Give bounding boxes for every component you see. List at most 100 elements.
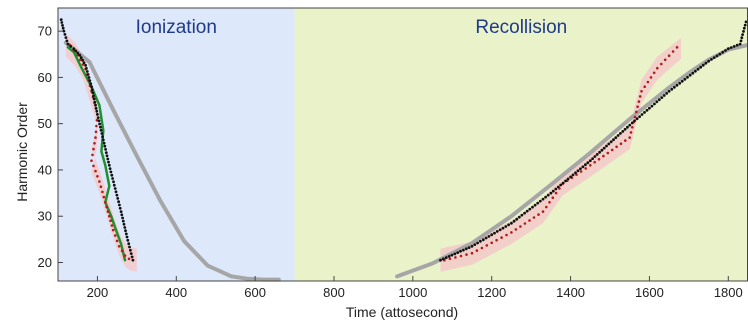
series-point <box>729 46 733 49</box>
series-point <box>671 50 675 53</box>
series-point <box>65 39 69 43</box>
series-point <box>710 58 713 61</box>
series-point <box>94 106 98 110</box>
series-point <box>732 45 736 48</box>
series-point <box>113 234 117 237</box>
series-point <box>79 56 83 60</box>
series-point <box>112 180 115 184</box>
series-point <box>519 225 522 228</box>
x-axis-label: Time (attosecond) <box>346 304 458 320</box>
series-point <box>118 206 122 210</box>
series-point <box>101 190 104 194</box>
series-point <box>101 138 105 142</box>
series-point <box>87 76 91 79</box>
series-point <box>614 136 618 140</box>
series-point <box>525 209 529 213</box>
series-point <box>459 254 463 258</box>
series-point <box>554 187 558 191</box>
series-point <box>61 26 65 30</box>
series-point <box>495 230 499 233</box>
series-point <box>663 58 667 62</box>
series-point <box>643 85 646 88</box>
series-line <box>66 46 127 262</box>
series-point <box>484 236 488 240</box>
series-point <box>683 77 687 81</box>
series-point <box>541 197 545 201</box>
series-6-black-dotted <box>439 20 748 262</box>
series-point <box>131 258 135 262</box>
series-point <box>699 65 703 69</box>
series-point <box>98 122 101 126</box>
y-tick-label: 60 <box>38 70 52 85</box>
series-point <box>667 54 671 57</box>
series-point <box>569 175 572 179</box>
series-point <box>739 39 743 43</box>
series-point <box>544 195 547 199</box>
series-point <box>105 205 108 209</box>
series-point <box>564 179 567 183</box>
series-point <box>721 50 725 54</box>
series-point <box>591 157 594 161</box>
series-point <box>675 83 679 87</box>
series-point <box>584 163 587 167</box>
series-point <box>571 173 575 177</box>
series-point <box>108 167 112 171</box>
series-point <box>130 255 134 259</box>
series-layer <box>59 18 748 282</box>
series-point <box>740 36 744 40</box>
series-point <box>643 111 646 114</box>
series-point <box>487 235 491 238</box>
series-point <box>602 146 606 150</box>
series-point <box>626 125 629 129</box>
series-point <box>96 116 100 119</box>
series-point <box>95 109 99 113</box>
x-tick-label: 1400 <box>556 285 585 300</box>
series-point <box>473 243 477 247</box>
y-tick-label: 20 <box>38 255 52 270</box>
series-point <box>124 232 128 236</box>
y-tick-label: 40 <box>38 162 52 177</box>
series-point <box>646 80 650 84</box>
series-point <box>510 221 513 225</box>
series-point <box>456 251 460 255</box>
series-point <box>110 224 114 227</box>
series-point <box>459 249 462 253</box>
series-point <box>85 70 89 73</box>
series-point <box>595 153 599 156</box>
series-point <box>95 124 98 128</box>
series-point <box>81 58 84 62</box>
series-point <box>117 245 121 248</box>
x-tick-label: 1600 <box>635 285 664 300</box>
series-point <box>66 42 70 46</box>
series-point <box>115 239 119 243</box>
series-point <box>481 238 485 242</box>
series-point <box>454 256 457 259</box>
series-point <box>92 164 95 168</box>
series-point <box>619 132 622 135</box>
series-point <box>470 251 474 255</box>
series-point <box>127 257 131 261</box>
series-point <box>476 241 479 245</box>
series-point <box>107 163 111 167</box>
series-point <box>742 30 745 33</box>
series-point <box>59 18 63 21</box>
series-point <box>109 219 112 223</box>
series-point <box>707 59 710 63</box>
series-point <box>715 54 719 58</box>
series-point <box>505 233 508 237</box>
series-point <box>493 231 496 235</box>
series-point <box>126 238 130 242</box>
series-point <box>121 216 124 220</box>
series-point <box>63 33 67 36</box>
series-point <box>92 147 95 151</box>
series-point <box>91 91 95 95</box>
region-ionization <box>58 8 295 281</box>
series-point <box>531 205 534 209</box>
series-point <box>74 49 78 53</box>
labels-layer: Ionization Recollision <box>136 17 568 38</box>
series-point <box>447 255 451 258</box>
series-point <box>726 47 730 51</box>
series-point <box>444 256 448 260</box>
series-point <box>60 21 64 24</box>
series-point <box>640 90 643 93</box>
